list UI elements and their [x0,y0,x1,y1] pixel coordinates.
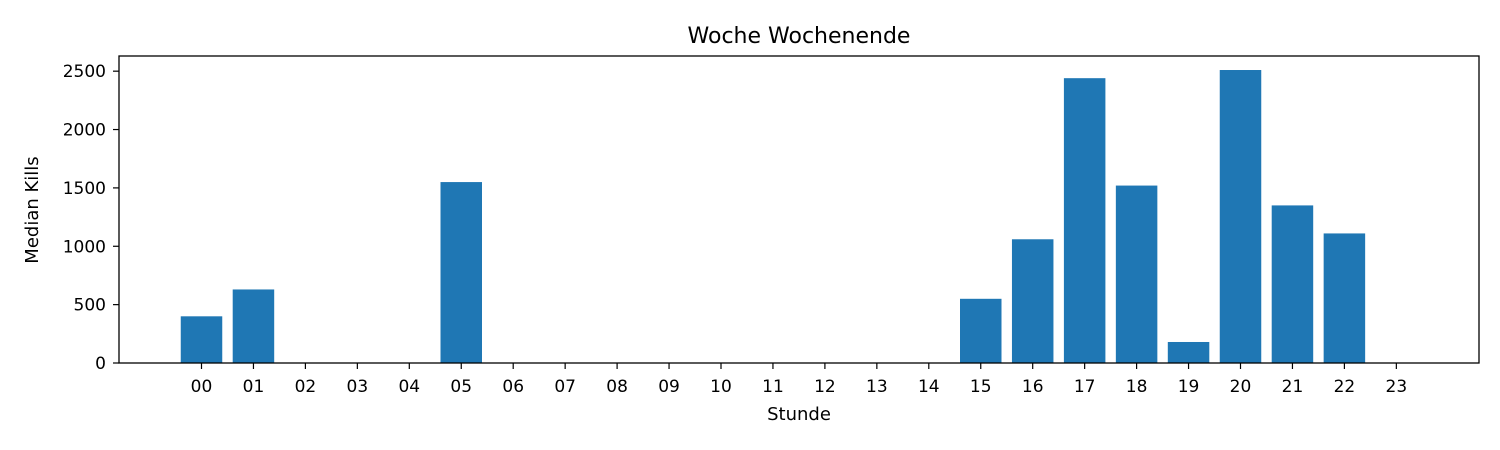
y-tick-label: 1000 [63,237,106,257]
x-axis-ticks: 00 01 02 03 04 05 06 07 08 09 10 11 12 13 14 15 16 17 18 19… [191,363,1407,397]
x-tick-label: 14 [918,377,940,397]
x-tick-label: 06 [502,377,524,397]
x-tick-label: 03 [347,377,369,397]
bar-05 [440,182,482,363]
x-tick-label: 20 [1230,377,1252,397]
x-tick-label: 22 [1334,377,1356,397]
x-tick-label: 17 [1074,377,1096,397]
y-axis-ticks: 0 500 1000 1500 2000 2500 [63,62,119,374]
plot-frame [118,55,1480,364]
x-tick-label: 10 [710,377,732,397]
bar-21 [1271,205,1314,363]
x-tick-label: 23 [1386,377,1408,397]
bar-18 [1115,185,1158,363]
y-tick-label: 2500 [63,62,106,82]
y-tick-label: 2000 [63,121,106,141]
y-tick-label: 500 [74,296,106,316]
x-tick-label: 15 [970,377,992,397]
bar-19 [1167,341,1210,363]
bar-15 [960,298,1002,363]
bar-01 [232,289,275,363]
y-tick-label: 0 [95,354,106,374]
x-tick-label: 09 [658,377,680,397]
y-axis-label: Median Kills [22,156,43,263]
x-tick-label: 04 [398,377,420,397]
y-tick-label: 1500 [63,179,106,199]
x-tick-label: 01 [243,377,265,397]
x-tick-label: 00 [191,377,213,397]
x-tick-label: 08 [606,377,628,397]
bars-group [180,70,1366,364]
bar-22 [1323,233,1366,363]
x-tick-label: 18 [1126,377,1148,397]
x-tick-label: 16 [1022,377,1044,397]
bar-16 [1011,239,1054,363]
chart-title: Woche Wochenende [688,24,911,49]
x-tick-label: 05 [450,377,472,397]
x-tick-label: 11 [762,377,784,397]
x-axis-label: Stunde [767,404,831,425]
x-tick-label: 19 [1178,377,1200,397]
bar-00 [180,316,223,363]
x-tick-label: 21 [1282,377,1304,397]
bar-20 [1219,70,1262,363]
x-tick-label: 07 [554,377,576,397]
x-tick-label: 12 [814,377,836,397]
x-tick-label: 13 [866,377,888,397]
x-tick-label: 02 [295,377,317,397]
bar-17 [1063,78,1106,364]
